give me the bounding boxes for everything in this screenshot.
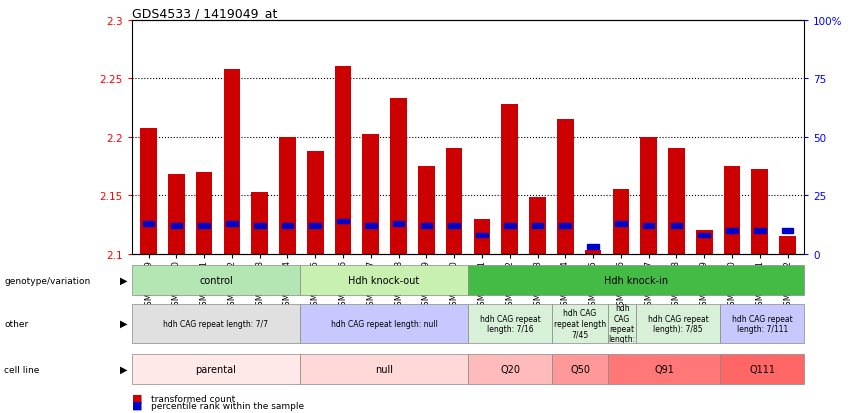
Text: Q91: Q91 [654, 364, 674, 374]
Bar [279, 137, 296, 254]
Bar [587, 244, 599, 249]
Text: cell line: cell line [4, 365, 40, 374]
Bar [468, 354, 552, 384]
Bar [640, 137, 657, 254]
Text: Q20: Q20 [500, 364, 520, 374]
Bar [720, 354, 804, 384]
Text: hdh CAG repeat length: 7/7: hdh CAG repeat length: 7/7 [163, 319, 268, 328]
Text: hdh CAG
repeat length
7/45: hdh CAG repeat length 7/45 [554, 309, 606, 338]
Bar [198, 224, 210, 228]
Text: hdh CAG repeat
length): 7/85: hdh CAG repeat length): 7/85 [648, 314, 709, 333]
Text: percentile rank within the sample: percentile rank within the sample [151, 401, 304, 410]
Bar [132, 354, 300, 384]
Bar [615, 221, 626, 226]
Text: hdh CAG repeat
length: 7/111: hdh CAG repeat length: 7/111 [732, 314, 792, 333]
Bar [613, 190, 629, 254]
Bar [585, 251, 602, 254]
Bar [307, 151, 323, 254]
Text: hdh CAG repeat length: null: hdh CAG repeat length: null [330, 319, 437, 328]
Bar [504, 224, 516, 228]
Bar [671, 224, 683, 228]
Bar [300, 354, 468, 384]
Text: GDS4533 / 1419049_at: GDS4533 / 1419049_at [132, 7, 277, 19]
Bar [448, 224, 460, 228]
Bar [300, 304, 468, 343]
Bar [668, 149, 685, 254]
Bar [140, 129, 157, 254]
Text: parental: parental [196, 364, 237, 374]
Bar [608, 304, 636, 343]
Bar [557, 120, 574, 254]
Bar [224, 70, 240, 254]
Bar [476, 233, 488, 237]
Bar [529, 198, 545, 254]
Bar [720, 304, 804, 343]
Bar [132, 304, 300, 343]
Bar [446, 149, 462, 254]
Bar [282, 224, 294, 228]
Bar [699, 233, 710, 237]
Bar [468, 266, 804, 295]
Bar [532, 224, 543, 228]
Bar [552, 354, 608, 384]
Bar [196, 172, 213, 254]
Text: null: null [375, 364, 393, 374]
Text: transformed count: transformed count [151, 394, 235, 403]
Bar [418, 166, 435, 254]
Bar [420, 224, 432, 228]
Text: genotype/variation: genotype/variation [4, 276, 90, 285]
Bar [393, 221, 404, 226]
Text: ▶: ▶ [120, 275, 128, 285]
Bar [780, 237, 796, 254]
Bar [643, 224, 654, 228]
Text: Q111: Q111 [749, 364, 775, 374]
Bar [143, 221, 154, 226]
Bar [552, 304, 608, 343]
Text: hdh CAG repeat
length: 7/16: hdh CAG repeat length: 7/16 [480, 314, 540, 333]
Bar [559, 224, 571, 228]
Text: ▶: ▶ [120, 318, 128, 328]
Bar [474, 219, 490, 254]
Bar [300, 266, 468, 295]
Text: control: control [199, 275, 233, 285]
Bar [337, 219, 349, 224]
Text: ■: ■ [132, 400, 142, 410]
Bar [254, 224, 266, 228]
Bar [132, 266, 300, 295]
Bar [782, 228, 793, 233]
Bar [468, 304, 552, 343]
Bar [696, 231, 712, 254]
Bar [501, 104, 518, 254]
Bar [251, 192, 268, 254]
Bar [334, 67, 351, 254]
Text: hdh
CAG
repeat
length:: hdh CAG repeat length: [608, 304, 636, 344]
Bar [365, 224, 377, 228]
Text: Q50: Q50 [570, 364, 590, 374]
Bar [751, 170, 768, 254]
Text: Hdh knock-out: Hdh knock-out [348, 275, 420, 285]
Bar [168, 175, 185, 254]
Bar [363, 135, 380, 254]
Bar [391, 99, 407, 254]
Bar [226, 221, 237, 226]
Bar [723, 166, 740, 254]
Bar [170, 224, 182, 228]
Text: ■: ■ [132, 393, 142, 403]
Bar [608, 354, 720, 384]
Bar [754, 228, 766, 233]
Text: Hdh knock-in: Hdh knock-in [604, 275, 668, 285]
Text: other: other [4, 319, 28, 328]
Bar [310, 224, 321, 228]
Text: ▶: ▶ [120, 364, 128, 374]
Bar [726, 228, 738, 233]
Bar [636, 304, 720, 343]
